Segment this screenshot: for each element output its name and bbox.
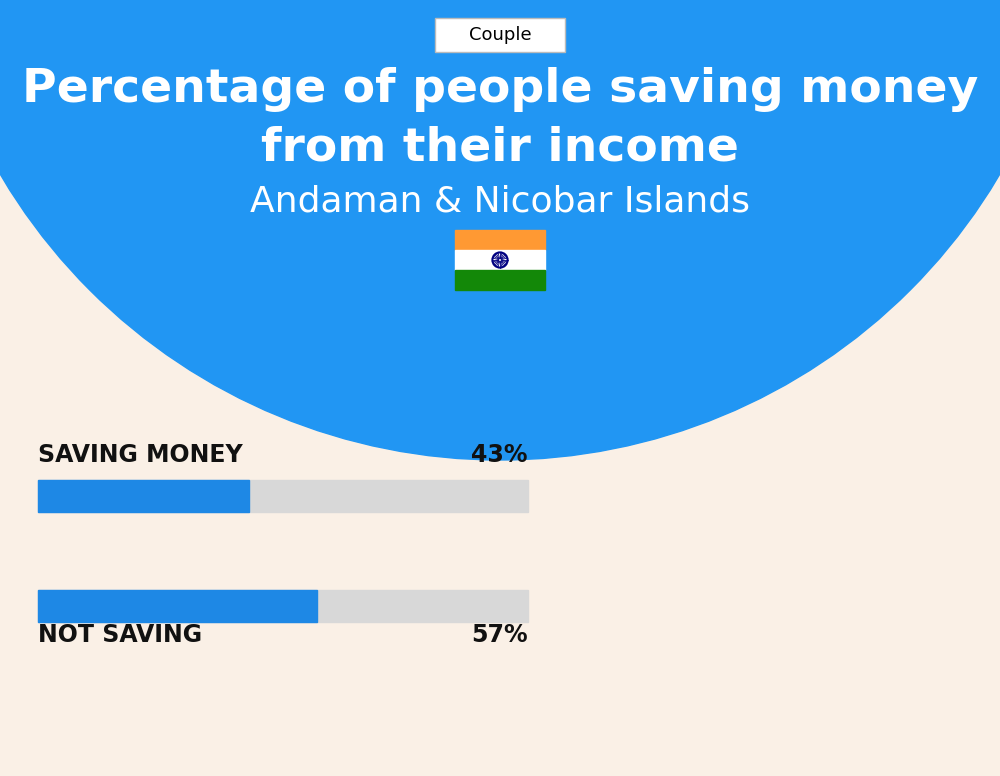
Bar	[455, 250, 545, 270]
Text: Andaman & Nicobar Islands: Andaman & Nicobar Islands	[250, 185, 750, 219]
Text: NOT SAVING: NOT SAVING	[38, 623, 202, 647]
FancyBboxPatch shape	[435, 18, 565, 52]
Bar	[38, 480, 528, 512]
Bar	[455, 270, 545, 290]
Circle shape	[0, 0, 1000, 460]
Bar	[38, 480, 249, 512]
Text: 43%: 43%	[472, 443, 528, 467]
Bar	[38, 590, 317, 622]
Bar	[38, 590, 528, 622]
Text: SAVING MONEY: SAVING MONEY	[38, 443, 243, 467]
Bar	[455, 230, 545, 250]
Text: from their income: from their income	[261, 126, 739, 171]
Text: Percentage of people saving money: Percentage of people saving money	[22, 68, 978, 113]
Text: Couple: Couple	[469, 26, 531, 44]
Text: 57%: 57%	[471, 623, 528, 647]
